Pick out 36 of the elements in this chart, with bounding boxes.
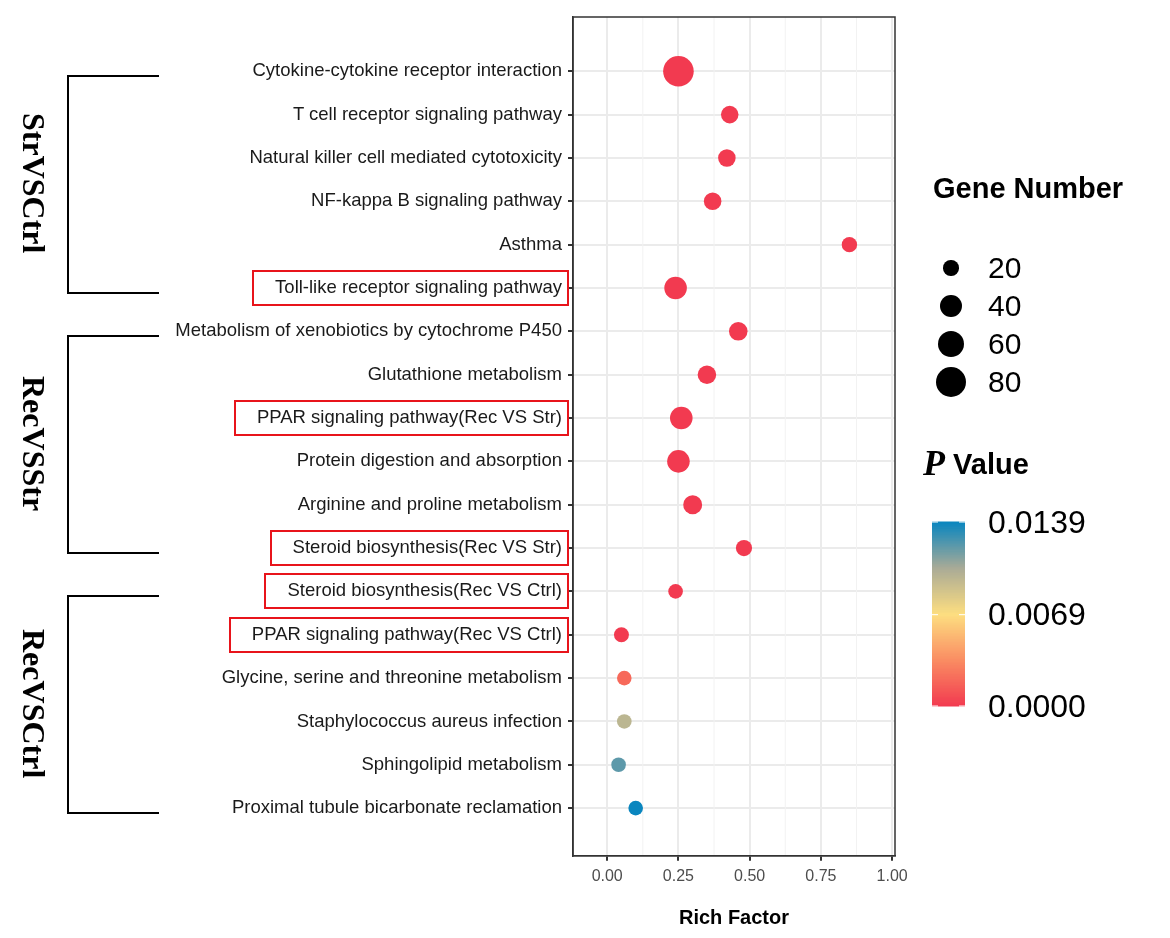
x-tick-label: 0.00 [591, 866, 623, 884]
text: RecVSStr [14, 376, 52, 512]
y-tick-label: PPAR signaling pathway(Rec VS Ctrl) [251, 622, 562, 644]
y-tick-label: Glutathione metabolism [367, 362, 562, 384]
color-bar-label: 0.0069 [988, 596, 1086, 633]
y-tick-label: Proximal tubule bicarbonate reclamation [231, 796, 562, 818]
x-tick-label: 0.50 [734, 866, 766, 884]
x-tick-label: 1.00 [876, 866, 908, 884]
y-tick-label: Cytokine-cytokine receptor interaction [252, 59, 562, 81]
y-tick-label: NF-kappa B signaling pathway [311, 189, 563, 211]
color-bar-label: 0.0139 [988, 503, 1086, 540]
legend-label: 40 [988, 288, 1022, 324]
y-tick-label: Sphingolipid metabolism [361, 752, 562, 774]
y-tick-label: Glycine, serine and threonine metabolism [221, 666, 562, 688]
legend-label: 60 [988, 326, 1022, 362]
x-axis-title: Rich Factor [678, 905, 790, 928]
legend-title: Gene Number [933, 172, 1124, 205]
y-tick-label: T cell receptor signaling pathway [292, 102, 563, 124]
text: RecVSCtrl [14, 629, 52, 779]
y-tick-label: Steroid biosynthesis(Rec VS Str) [292, 536, 562, 558]
legend-label: 20 [988, 250, 1022, 286]
x-tick-label: 0.75 [805, 866, 837, 884]
color-bar-title: P Value [922, 443, 1029, 484]
y-tick-label: Protein digestion and absorption [296, 449, 562, 471]
color-bar-label: 0.0000 [988, 687, 1086, 724]
y-tick-label: PPAR signaling pathway(Rec VS Str) [256, 406, 562, 428]
y-tick-label: Arginine and proline metabolism [297, 492, 562, 514]
y-tick-label: Metabolism of xenobiotics by cytochrome P450 [175, 319, 562, 341]
x-tick-label: 0.25 [662, 866, 695, 884]
y-tick-label: Natural killer cell mediated cytotoxicity [249, 146, 563, 168]
text: StrVSCtrl [14, 113, 52, 254]
legend-label: 80 [988, 364, 1022, 400]
y-tick-label: Staphylococcus aureus infection [296, 709, 562, 731]
y-tick-label: Steroid biosynthesis(Rec VS Ctrl) [287, 579, 562, 601]
y-tick-label: Asthma [499, 232, 563, 254]
y-tick-label: Toll-like receptor signaling pathway [275, 276, 563, 298]
